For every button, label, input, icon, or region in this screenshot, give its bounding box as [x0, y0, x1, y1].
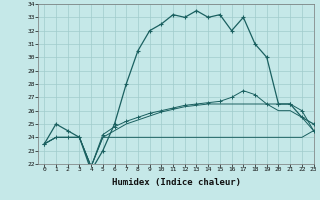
- X-axis label: Humidex (Indice chaleur): Humidex (Indice chaleur): [111, 178, 241, 187]
